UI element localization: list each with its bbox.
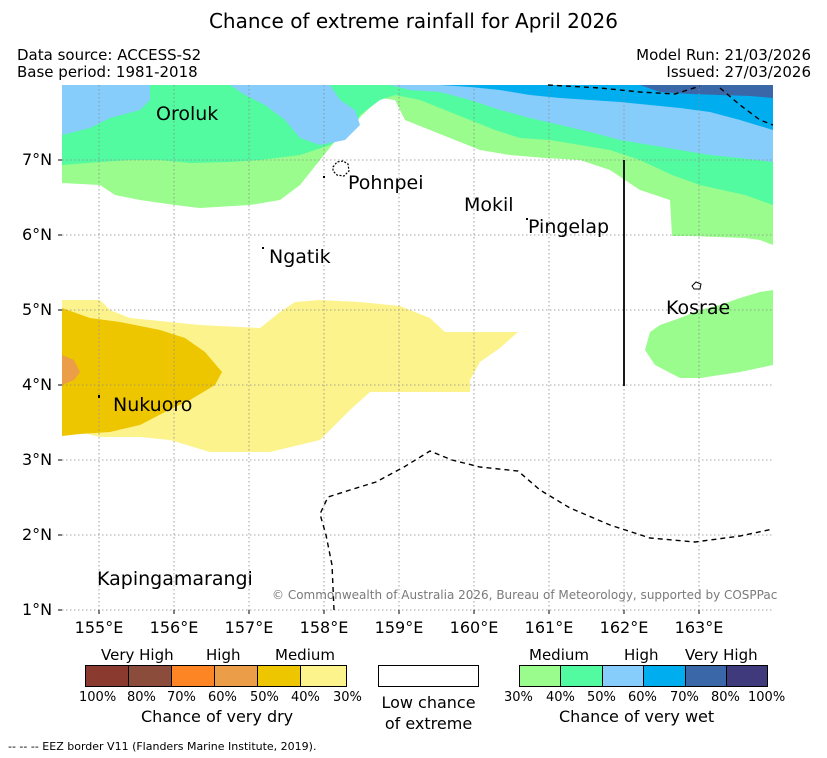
lat-label: 5°N <box>22 300 53 319</box>
wet-pct: 80% <box>711 690 740 705</box>
lon-label: 158°E <box>299 618 349 637</box>
nukuoro-island-dot <box>98 395 100 398</box>
wet-pct: 40% <box>546 690 575 705</box>
dry-swatch <box>128 665 172 687</box>
dry-high-area <box>62 355 80 385</box>
wet-swatch <box>643 665 686 687</box>
dry-legend-caption: Chance of very dry <box>141 707 294 726</box>
lat-label: 7°N <box>22 150 53 169</box>
wet-swatch <box>519 665 561 687</box>
copyright-notice: © Commonwealth of Australia 2026, Bureau… <box>272 588 778 602</box>
dry-pct: 100% <box>79 690 117 705</box>
place-label-kapingamarangi: Kapingamarangi <box>97 568 253 590</box>
lat-label: 4°N <box>22 375 53 394</box>
wet-swatch <box>560 665 603 687</box>
lat-label: 6°N <box>22 225 53 244</box>
place-label-kosrae: Kosrae <box>666 297 731 319</box>
dry-swatch <box>171 665 215 687</box>
lon-label: 161°E <box>524 618 574 637</box>
lat-label: 3°N <box>22 450 53 469</box>
dry-swatch <box>85 665 129 687</box>
ngatik-island-dot <box>262 247 264 249</box>
dry-pct: 40% <box>291 690 320 705</box>
dry-swatch <box>257 665 301 687</box>
wet-extreme-area-northeast <box>640 85 773 98</box>
dry-pct: 60% <box>208 690 237 705</box>
place-label-ngatik: Ngatik <box>269 246 331 268</box>
base-period: Base period: 1981-2018 <box>17 63 198 81</box>
wet-legend-category: Medium <box>529 646 589 664</box>
lon-label: 160°E <box>449 618 499 637</box>
dry-swatch <box>214 665 258 687</box>
model-run: Model Run: 21/03/2026 <box>636 46 811 64</box>
place-label-pohnpei: Pohnpei <box>348 172 424 194</box>
eez-footnote: -- -- -- EEZ border V11 (Flanders Marine… <box>8 740 317 753</box>
map-title: Chance of extreme rainfall for April 202… <box>208 9 619 33</box>
lon-label: 157°E <box>224 618 274 637</box>
wet-pct: 70% <box>670 690 699 705</box>
wet-medium-area-east <box>645 290 773 378</box>
place-label-mokil: Mokil <box>464 194 514 216</box>
wet-legend-caption: Chance of very wet <box>559 707 715 726</box>
low-chance-label-line2: of extreme <box>384 714 473 733</box>
low-chance-swatch <box>378 665 479 687</box>
dry-pct: 80% <box>127 690 156 705</box>
dry-legend-category: High <box>206 646 241 664</box>
place-label-pingelap: Pingelap <box>528 216 610 238</box>
lon-label: 155°E <box>74 618 124 637</box>
lon-label: 163°E <box>674 618 724 637</box>
eez-border <box>319 84 774 611</box>
wet-pct: 50% <box>587 690 616 705</box>
data-source: Data source: ACCESS-S2 <box>17 46 202 64</box>
low-chance-label-line1: Low chance <box>381 693 476 712</box>
wet-pct: 100% <box>748 690 786 705</box>
wet-swatch <box>602 665 644 687</box>
wet-high-area-central <box>230 85 360 145</box>
pohnpei-atoll-dot <box>323 176 325 178</box>
mokil-island-dot <box>526 218 528 220</box>
lat-label: 1°N <box>22 600 53 619</box>
wet-high-area-north <box>62 85 150 135</box>
place-label-nukuoro: Nukuoro <box>113 394 193 416</box>
wet-pct: 60% <box>628 690 657 705</box>
dry-medium-high-area <box>62 308 222 436</box>
wet-swatch <box>726 665 768 687</box>
dry-legend-category: Very High <box>101 646 174 664</box>
wet-legend-category: High <box>624 646 659 664</box>
dry-pct: 30% <box>333 690 362 705</box>
wet-pct: 30% <box>504 690 533 705</box>
wet-legend-category: Very High <box>685 646 758 664</box>
rainfall-probability-field <box>62 85 773 610</box>
dry-swatch <box>300 665 347 687</box>
issued-date: Issued: 27/03/2026 <box>666 63 811 81</box>
lon-label: 162°E <box>599 618 649 637</box>
pohnpei-island-outline <box>332 160 350 177</box>
kosrae-island-outline <box>691 281 702 290</box>
dry-legend-category: Medium <box>275 646 335 664</box>
dry-pct: 70% <box>167 690 196 705</box>
graticule <box>62 85 773 611</box>
place-label-oroluk: Oroluk <box>156 103 219 125</box>
axis-ticks <box>58 159 700 614</box>
dry-pct: 50% <box>250 690 279 705</box>
lon-label: 159°E <box>374 618 424 637</box>
lat-label: 2°N <box>22 525 53 544</box>
wet-very-high-area-northeast <box>440 85 773 130</box>
lon-label: 156°E <box>149 618 199 637</box>
wet-swatch <box>685 665 727 687</box>
